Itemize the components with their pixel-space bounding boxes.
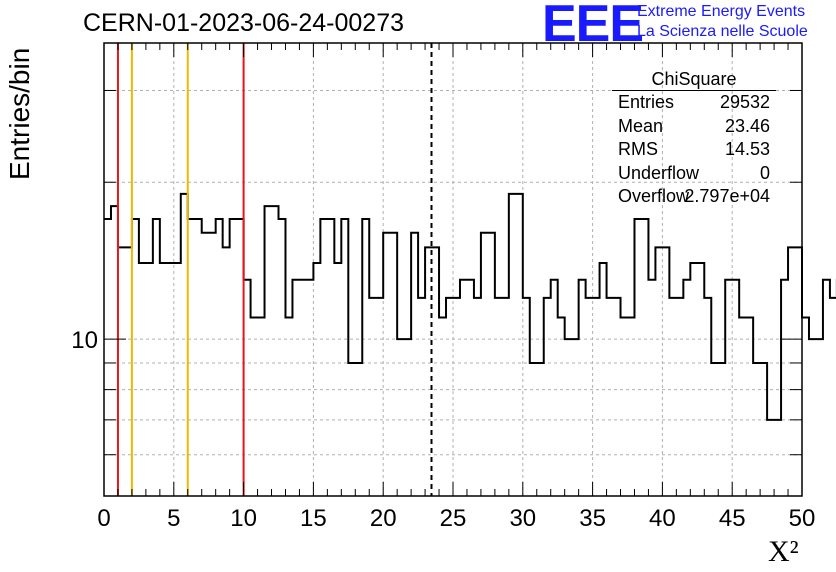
x-tick-label: 5	[167, 505, 180, 532]
x-tick-label: 25	[440, 505, 467, 532]
histogram-layer	[104, 192, 836, 421]
stats-overflow-label: Overflow	[618, 186, 690, 206]
logo-caption-line2: La Scienza nelle Scuole	[637, 23, 808, 40]
x-tick-label: 0	[97, 505, 110, 532]
stats-rms-value: 14.53	[724, 139, 770, 159]
stats-row-mean: Mean 23.46	[612, 115, 776, 139]
stats-overflow-value: 2.797e+04	[684, 186, 770, 206]
x-tick-label: 50	[789, 505, 816, 532]
stats-entries-value: 29532	[719, 92, 770, 112]
x-tick-label: 15	[300, 505, 327, 532]
stats-underflow-label: Underflow	[618, 162, 700, 183]
vertical-lines-layer	[116, 43, 433, 496]
y-axis-label: Entries/bin	[4, 47, 35, 180]
logo-caption-line1: Extreme Energy Events	[637, 3, 806, 20]
stats-row-overflow: Overflow 2.797e+04	[612, 185, 776, 209]
x-tick-label: 30	[509, 505, 536, 532]
stats-rms-label: RMS	[618, 139, 658, 159]
stats-entries-label: Entries	[618, 92, 675, 112]
stats-box: ChiSquare Entries 29532 Mean 23.46 RMS 1…	[612, 68, 776, 209]
eee-logo: EEE	[542, 0, 644, 53]
x-axis-label: X²	[768, 535, 799, 568]
histogram-series	[104, 192, 836, 421]
y-tick-label: 10	[71, 327, 98, 354]
x-tick-label: 40	[649, 505, 676, 532]
x-tick-label: 10	[230, 505, 257, 532]
stats-title: ChiSquare	[612, 68, 776, 91]
stats-row-entries: Entries 29532	[612, 91, 776, 115]
axis-layer	[103, 42, 803, 497]
x-tick-label: 35	[579, 505, 606, 532]
stats-row-underflow: Underflow 0	[612, 162, 776, 186]
grid-layer	[104, 43, 802, 496]
tick-label-layer: 0 5 10 15 20 25 30 35 40 45 50 10	[71, 327, 815, 532]
x-tick-label: 45	[719, 505, 746, 532]
run-title: CERN-01-2023-06-24-00273	[83, 9, 405, 37]
stats-mean-label: Mean	[618, 115, 664, 136]
x-tick-label: 20	[370, 505, 397, 532]
stats-row-rms: RMS 14.53	[612, 138, 776, 162]
stats-mean-value: 23.46	[724, 115, 770, 136]
stats-underflow-value: 0	[759, 162, 770, 183]
